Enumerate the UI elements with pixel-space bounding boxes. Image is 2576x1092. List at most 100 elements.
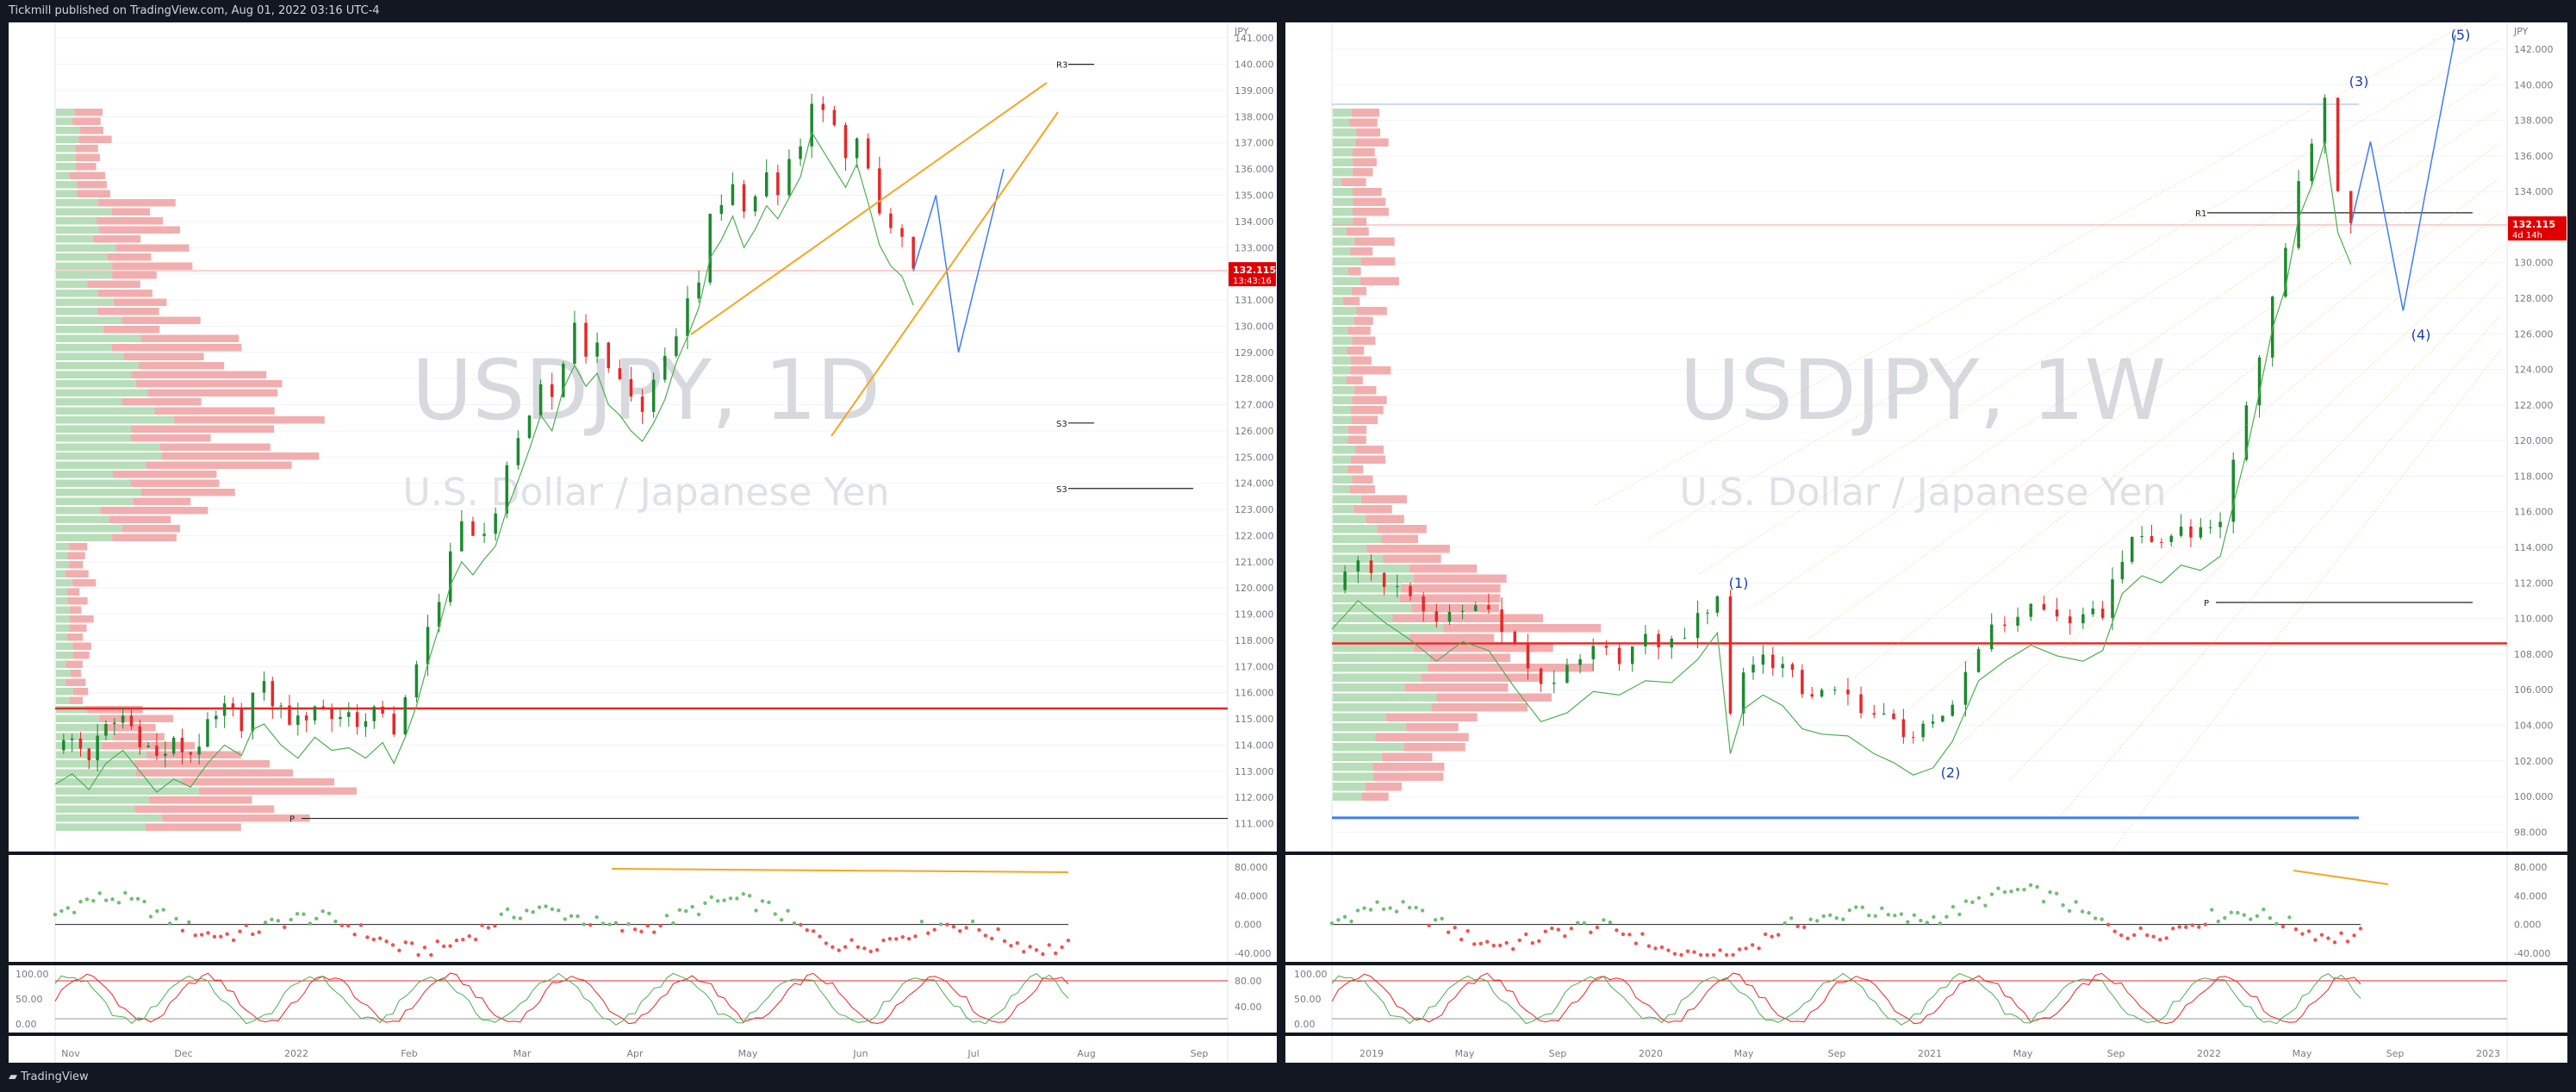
oscillator-point [1932,914,1936,919]
volume-profile-bar [1353,197,1386,206]
volume-profile-bar [87,706,143,714]
volume-profile-bar [131,479,220,487]
oscillator-point [1407,905,1412,910]
stoch-tick-label: 50.00 [16,994,43,1005]
candle-body [1741,672,1745,714]
volume-profile-bar [1350,247,1373,256]
oscillator-point [773,912,777,916]
oscillator-point [1646,944,1652,948]
candle-body [2111,579,2114,618]
oscillator-point [1440,916,1444,921]
volume-profile-bar [1409,633,1495,642]
volume-profile-bar [121,316,201,324]
pitchfork-channel-line [2112,349,2501,851]
oscillator-point [2048,889,2052,895]
oscillator-point [557,908,561,913]
candle-body [1382,572,1386,588]
volume-profile-bar [68,543,88,551]
volume-profile-bar [1333,376,1347,384]
tradingview-logo[interactable]: ▰ TradingView [9,1070,89,1083]
oscillator-point [958,929,962,933]
volume-profile-bar [1333,752,1382,761]
volume-profile-bar [69,615,94,623]
candle-body [832,109,837,125]
oscillator-point [1795,924,1800,929]
oscillator-point [314,916,319,921]
oscillator-point [2131,933,2137,938]
volume-profile-bar [1399,594,1501,602]
stoch-right-tick: 40.00 [1235,1002,1262,1013]
oscillator-point [1737,947,1742,952]
chart-panel-weekly[interactable]: 142.000140.000138.000136.000134.000132.0… [1285,4,2567,1063]
oscillator-point [174,916,178,921]
trailing-stop-line [54,131,914,793]
oscillator-point [2293,927,2299,932]
volume-profile-bar [1333,247,1351,256]
oscillator-point [874,947,880,952]
oscillator-point [2223,915,2227,920]
oscillator-point [429,952,433,958]
chart-panel-daily[interactable]: 141.000 140.000 139.000 138.000 137.000 136.0… [9,22,1277,1063]
volume-profile-bar [1353,217,1367,226]
volume-profile-bar [56,109,75,116]
volume-profile-bar [1352,208,1389,216]
oscillator-point [2326,936,2330,940]
oscillator-point [2203,922,2207,927]
elliott-projection-path [2349,34,2456,311]
oscillator-point [2262,908,2266,912]
oscillator-point [1550,926,1554,931]
volume-profile-bar [65,660,83,668]
candle-body [1539,668,1543,684]
price-tick-label: 136.000 [2514,151,2554,162]
volume-profile-bar [1333,475,1353,484]
price-tick-label: 122.000 [1235,530,1274,541]
candle-body [584,322,588,357]
volume-profile-bar [1333,624,1444,633]
volume-profile-bar [56,796,149,804]
candle-body [364,721,368,727]
candle-body [2130,536,2134,562]
oscillator-point [964,926,968,930]
oscillator-point [518,916,523,920]
price-tick-label: 120.000 [2514,435,2554,446]
oscillator-point [263,920,268,925]
oscillator-point [1627,933,1632,937]
oscillator-point [1944,914,1949,919]
candle-body [1989,624,1994,650]
candle-body [2140,535,2144,537]
volume-profile-bar [1333,267,1348,276]
weekly-chart-svg[interactable]: 142.000140.000138.000136.000134.000132.0… [1285,4,2567,1063]
oscillator-point [926,931,930,935]
oscillator-point [2177,925,2181,929]
price-tick-label: 130.000 [2514,258,2554,269]
volume-profile-bar [56,235,94,243]
oscillator-point [2358,927,2363,931]
time-axis-label: Feb [401,1048,417,1059]
volume-profile-bar [1333,505,1354,514]
volume-profile-bar [1333,327,1348,335]
oscillator-point [1640,932,1645,936]
volume-profile-bar [1333,336,1353,345]
candle-body [843,124,848,159]
oscillator-point [1015,940,1020,945]
volume-profile-bar [79,127,103,134]
candle-body [527,415,532,439]
oscillator-point [2164,936,2168,940]
daily-chart-svg[interactable]: 141.000 140.000 139.000 138.000 137.000 136.0… [9,22,1277,1063]
volume-profile-bar [1333,366,1351,375]
volume-profile-bar [1333,545,1367,553]
volume-profile-bar [1333,495,1361,503]
oscillator-point [295,912,300,916]
volume-profile-bar [1430,653,1511,662]
candle-body [516,438,520,465]
price-tick-label: 100.000 [2514,791,2554,802]
volume-profile-bar [56,135,79,143]
oscillator-point [390,943,395,947]
candle-body [1963,671,1968,705]
oscillator-point [308,921,313,926]
candle-body [1513,632,1517,643]
candle-body [1409,585,1412,596]
oscillator-point [1873,914,1877,919]
candle-body [1474,605,1478,611]
oscillator-point [2339,931,2343,935]
